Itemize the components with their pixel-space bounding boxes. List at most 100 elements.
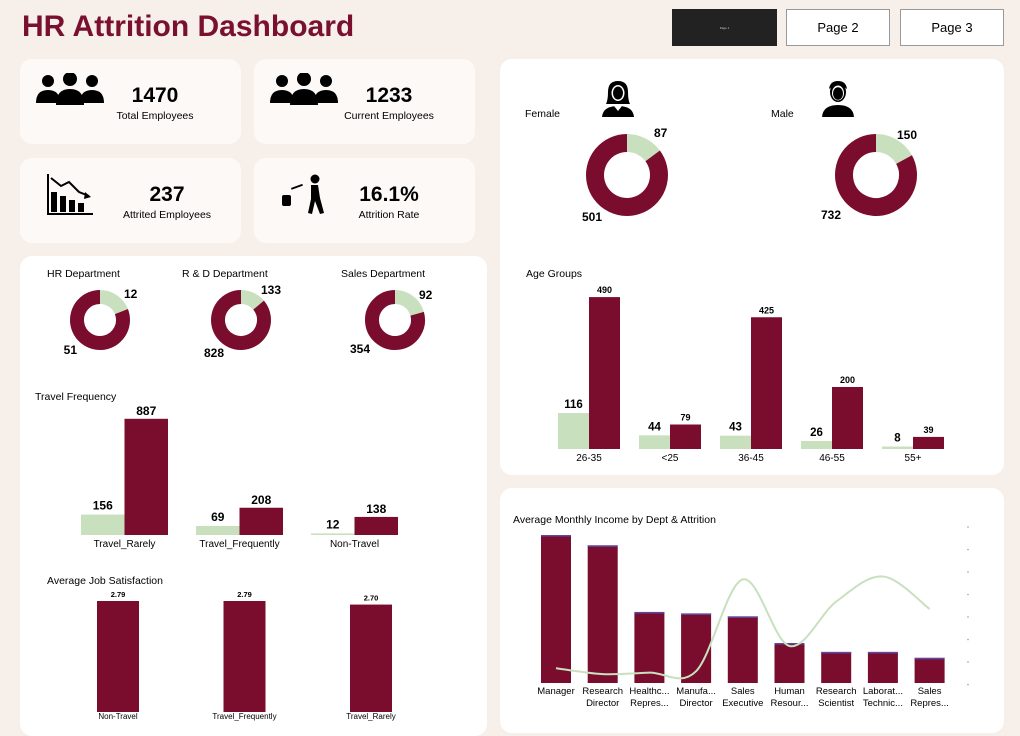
hr-donut-slice-retained (99, 290, 128, 315)
sales-department-label: Sales Department (341, 268, 426, 280)
income-axis-tick (967, 638, 969, 641)
female-label: Female (525, 108, 561, 120)
age-chart-bar-retained (558, 413, 589, 449)
person-leaving-icon (282, 174, 324, 214)
income-bar (821, 651, 852, 683)
age-chart-data-label: 26 (810, 427, 823, 439)
income-bar-cap (587, 545, 618, 547)
income-tick-label: Executive (722, 698, 763, 709)
job-satisfaction-data-label: 2.79 (111, 590, 126, 599)
page-2-button[interactable]: Page 2 (786, 9, 890, 46)
income-tick-label: Sales (918, 686, 942, 697)
income-bar-cap (821, 651, 852, 654)
income-tick-label: Research (582, 686, 623, 697)
travel-chart-bar-retained (311, 533, 355, 535)
income-bar-cap (867, 651, 898, 654)
income-bar-cap (774, 643, 805, 645)
income-tick-label: Repres... (630, 698, 669, 709)
income-panel (500, 488, 1004, 733)
travel-chart-tick-label: Travel_Frequently (199, 539, 279, 550)
job-satisfaction-data-label: 2.79 (237, 590, 252, 599)
income-axis-tick (967, 683, 969, 686)
male-donut-data-label: 732 (821, 208, 841, 222)
job-satisfaction-tick-label: Non-Travel (98, 712, 137, 721)
job-satisfaction-data-label: 2.70 (364, 594, 379, 603)
income-bar (914, 657, 945, 683)
kpi-value: 237 (149, 183, 185, 206)
age-chart-bar-retained (882, 446, 913, 449)
kpi-card-current: 1233 Current Employees (254, 59, 475, 144)
age-chart-data-label: 8 (894, 433, 901, 445)
income-bar-cap (634, 611, 665, 614)
travel-chart-data-label: 69 (211, 510, 225, 524)
sales-donut-data-label: 92 (419, 288, 433, 302)
page-3-label: Page 3 (931, 20, 973, 35)
rd-donut-data-label: 133 (261, 283, 281, 297)
travel-chart-bar-retained (81, 514, 125, 535)
travel-chart-tick-label: Travel_Rarely (94, 539, 156, 550)
male-donut-slice-retained (875, 134, 912, 165)
income-tick-label: Healthc... (629, 686, 669, 697)
income-bar-cap (541, 535, 571, 537)
income-tick-label: Technic... (863, 698, 903, 709)
travel-chart-data-label: 887 (136, 404, 156, 418)
income-tick-label: Research (816, 686, 857, 697)
sales-donut-slice-retained (394, 290, 424, 317)
sales-donut-data-label: 354 (350, 342, 370, 356)
age-chart-tick-label: 36-45 (738, 453, 764, 464)
kpi-label: Attrited Employees (122, 209, 212, 221)
income-axis-tick (967, 571, 969, 573)
income-bar (727, 616, 758, 683)
female-icon (602, 81, 634, 117)
income-bar-cap (914, 657, 945, 660)
declining-chart-icon (47, 174, 93, 215)
age-chart-data-label: 116 (564, 399, 583, 411)
age-chart-data-label: 490 (597, 285, 612, 295)
income-tick-label: Human (774, 686, 805, 697)
income-tick-label: Scientist (818, 698, 854, 709)
travel-chart-data-label: 138 (366, 502, 386, 516)
age-chart-data-label: 425 (759, 305, 774, 315)
job-satisfaction-label: Average Job Satisfaction (47, 575, 163, 587)
income-tick-label: Manager (537, 686, 575, 697)
travel-chart-bar-attrited (124, 418, 168, 535)
income-bar (587, 545, 618, 683)
income-tick-label: Director (679, 698, 712, 709)
travel-chart-data-label: 12 (326, 517, 340, 531)
page-3-button[interactable]: Page 3 (900, 9, 1004, 46)
job-satisfaction-tick-label: Travel_Rarely (346, 712, 396, 721)
people-group-icon (270, 73, 338, 105)
travel-chart-bar-attrited (354, 516, 398, 535)
travel-chart-data-label: 156 (93, 499, 113, 513)
people-group-icon (36, 73, 104, 105)
income-tick-label: Manufa... (676, 686, 716, 697)
age-chart-data-label: 39 (923, 425, 933, 435)
female-donut-slice-retained (626, 134, 660, 162)
job-satisfaction-tick-label: Travel_Frequently (212, 712, 276, 721)
income-bar (541, 535, 571, 683)
male-donut-slice-attrited (835, 134, 917, 216)
page-2-label: Page 2 (817, 20, 859, 35)
age-chart-tick-label: 55+ (905, 453, 922, 464)
income-tick-label: Resour... (770, 698, 808, 709)
rd-donut-slice-attrited (211, 290, 271, 350)
income-bar (681, 613, 712, 683)
hr-donut-slice-attrited (70, 290, 130, 350)
kpi-value: 16.1% (359, 183, 419, 206)
income-axis-tick (967, 548, 969, 551)
age-chart-bar-attrited (913, 436, 944, 449)
age-chart-bar-attrited (832, 387, 863, 449)
male-label: Male (771, 108, 794, 120)
age-chart-bar-attrited (751, 317, 782, 449)
age-chart-bar-retained (801, 440, 832, 449)
income-bar (634, 611, 665, 683)
income-tick-label: Repres... (910, 698, 949, 709)
page-1-button[interactable]: Page 1 (672, 9, 777, 46)
kpi-card-attrited: 237 Attrited Employees (20, 158, 241, 243)
travel-frequency-label: Travel Frequency (35, 391, 117, 403)
age-chart-tick-label: <25 (662, 453, 679, 464)
age-chart-bar-retained (720, 435, 751, 449)
female-donut-data-label: 501 (582, 210, 602, 224)
income-axis-tick (967, 661, 969, 663)
